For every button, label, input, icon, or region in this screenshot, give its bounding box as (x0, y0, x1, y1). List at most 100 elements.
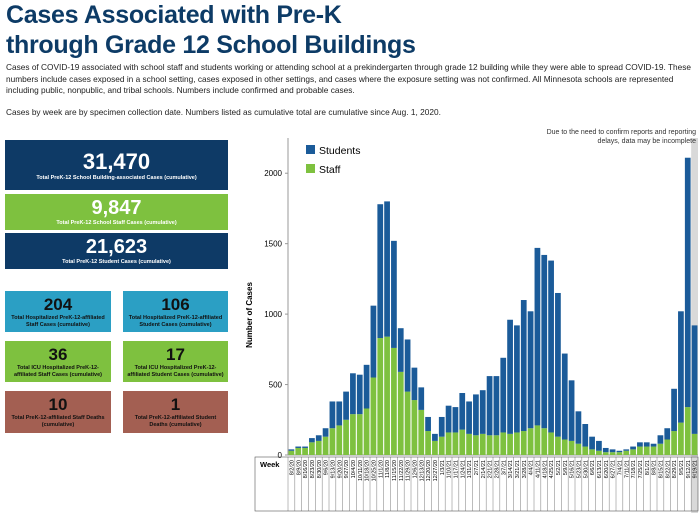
bar (438, 416, 445, 437)
bar (548, 260, 554, 433)
bar (637, 442, 643, 447)
x-axis-label: Week (260, 460, 280, 469)
stat-value: 204 (43, 294, 73, 314)
bar (425, 416, 431, 432)
bar (350, 414, 356, 455)
x-tick-label: 2/14/21 (481, 460, 487, 478)
bar (589, 436, 595, 450)
stat-label: Total PreK-12-affiliated Staff Deaths (c… (11, 415, 105, 428)
stat-box: 21,623 Total PreK-12 Student Cases (cumu… (5, 233, 228, 269)
x-tick-label: 8/15/21 (658, 460, 664, 478)
x-tick-label: 8/16/20 (303, 460, 309, 478)
stat-label: Total ICU Hospitalized PreK-12-affiliate… (127, 364, 224, 378)
bar (643, 446, 650, 455)
bar (582, 446, 589, 455)
bar (671, 388, 677, 432)
bar (507, 319, 513, 434)
legend-swatch (306, 164, 315, 173)
x-tick-label: 4/18/21 (542, 460, 548, 478)
bar (500, 357, 507, 433)
stat-box: 106 Total Hospitalized PreK-12-affiliate… (123, 291, 228, 332)
week-table (254, 456, 699, 512)
stat-value: 1 (170, 395, 181, 414)
bar (479, 390, 486, 434)
x-tick-label: 9/27/20 (344, 460, 350, 478)
stat-label: Total Hospitalized PreK-12-affiliated St… (128, 314, 223, 328)
stat-label: Total PreK-12 Student Cases (cumulative) (62, 259, 171, 265)
x-tick-label: 10/11/20 (358, 460, 364, 481)
x-tick-label: 10/18/20 (365, 460, 371, 481)
bar (527, 428, 534, 455)
bar (466, 401, 472, 434)
bar (432, 440, 438, 455)
bar (466, 433, 472, 455)
bar (602, 452, 609, 455)
bar (643, 442, 650, 447)
bar (493, 435, 500, 455)
stat-label: Total PreK-12-affiliated Student Deaths … (134, 415, 217, 428)
bar (555, 292, 561, 437)
bar (384, 336, 390, 455)
bar (377, 204, 384, 339)
bar (575, 443, 582, 455)
stat-value: 106 (161, 294, 190, 314)
bar (452, 407, 459, 433)
stat-label: Total PreK-12 School Building-associated… (36, 174, 197, 181)
bar (309, 438, 315, 443)
x-tick-label: 8/29/21 (672, 460, 678, 478)
stat-box: 31,470 Total PreK-12 School Building-ass… (5, 140, 228, 190)
bar (507, 433, 513, 455)
bar (561, 353, 568, 440)
x-tick-label: 9/19/21 (693, 460, 699, 478)
bar (555, 436, 561, 455)
x-tick-label: 12/20/20 (426, 460, 432, 481)
bar (295, 447, 302, 455)
stat-box: 17 Total ICU Hospitalized PreK-12-affili… (123, 341, 228, 382)
x-tick-label: 3/7/21 (501, 460, 507, 475)
x-tick-label: 3/28/21 (522, 460, 528, 478)
bar (377, 338, 384, 455)
x-tick-label: 6/6/21 (590, 460, 596, 475)
legend-label: Students (319, 145, 360, 157)
bar (616, 452, 623, 455)
bar (473, 394, 479, 436)
bar (411, 367, 418, 401)
bar (691, 325, 698, 434)
x-tick-label: 11/15/20 (392, 460, 398, 481)
legend-swatch (306, 145, 315, 154)
x-tick-label: 4/25/21 (549, 460, 555, 478)
y-tick-label: 500 (269, 381, 283, 390)
x-tick-label: 8/2/20 (289, 460, 295, 475)
bar (391, 240, 397, 348)
x-tick-label: 7/25/21 (638, 460, 644, 478)
x-tick-label: 8/9/20 (296, 460, 302, 475)
x-tick-label: 5/16/21 (570, 460, 576, 478)
bar (637, 446, 643, 455)
bar (609, 452, 616, 455)
bar (336, 425, 343, 455)
x-tick-label: 6/27/21 (611, 460, 617, 478)
stat-label: Total PreK-12 School Staff Cases (cumula… (56, 220, 177, 226)
stat-value: 21,623 (85, 236, 148, 258)
bar (541, 254, 548, 429)
bar (315, 440, 322, 455)
bar (657, 443, 664, 455)
bar (343, 391, 349, 420)
bar (582, 424, 589, 447)
bar (534, 247, 541, 426)
bar (596, 440, 602, 451)
stat-value: 9,847 (91, 197, 142, 219)
bar (370, 377, 377, 455)
x-tick-label: 9/20/20 (337, 460, 343, 478)
x-tick-label: 5/30/21 (583, 460, 589, 478)
x-tick-label: 9/5/21 (679, 460, 685, 475)
x-tick-label: 6/13/21 (597, 460, 603, 478)
x-tick-label: 6/20/21 (604, 460, 610, 478)
bar (432, 433, 438, 441)
bar (384, 201, 390, 337)
stat-value: 10 (48, 395, 68, 414)
bar (561, 439, 568, 455)
chart: Number of Cases Week 0 500 1000 1500 2000 8/2… (245, 138, 699, 513)
bar (684, 407, 691, 455)
